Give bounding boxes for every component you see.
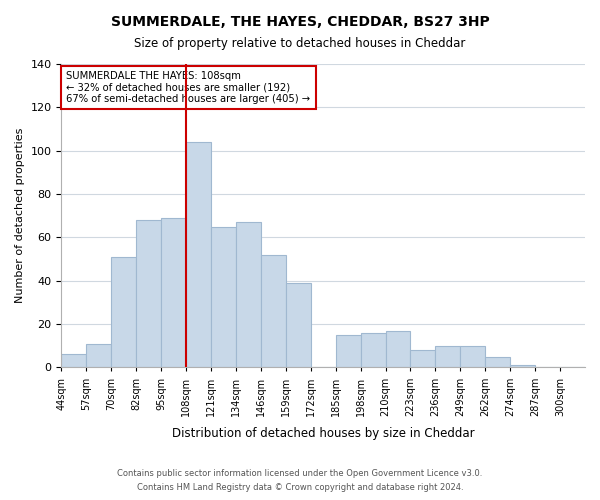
Bar [161, 218, 186, 368]
Bar [236, 222, 261, 368]
Bar [335, 335, 361, 368]
Y-axis label: Number of detached properties: Number of detached properties [15, 128, 25, 304]
Bar [460, 346, 485, 368]
Bar [86, 344, 111, 367]
X-axis label: Distribution of detached houses by size in Cheddar: Distribution of detached houses by size … [172, 427, 475, 440]
Bar [111, 257, 136, 368]
Bar [286, 283, 311, 368]
Bar [386, 330, 410, 368]
Bar [361, 333, 386, 368]
Bar [436, 346, 460, 368]
Bar [186, 142, 211, 368]
Text: SUMMERDALE THE HAYES: 108sqm
← 32% of detached houses are smaller (192)
67% of s: SUMMERDALE THE HAYES: 108sqm ← 32% of de… [67, 70, 311, 104]
Bar [510, 366, 535, 368]
Bar [61, 354, 86, 368]
Text: Contains HM Land Registry data © Crown copyright and database right 2024.: Contains HM Land Registry data © Crown c… [137, 484, 463, 492]
Bar [485, 356, 510, 368]
Bar [211, 226, 236, 368]
Text: Size of property relative to detached houses in Cheddar: Size of property relative to detached ho… [134, 38, 466, 51]
Bar [410, 350, 436, 368]
Bar [261, 255, 286, 368]
Bar [136, 220, 161, 368]
Text: Contains public sector information licensed under the Open Government Licence v3: Contains public sector information licen… [118, 470, 482, 478]
Text: SUMMERDALE, THE HAYES, CHEDDAR, BS27 3HP: SUMMERDALE, THE HAYES, CHEDDAR, BS27 3HP [110, 15, 490, 29]
